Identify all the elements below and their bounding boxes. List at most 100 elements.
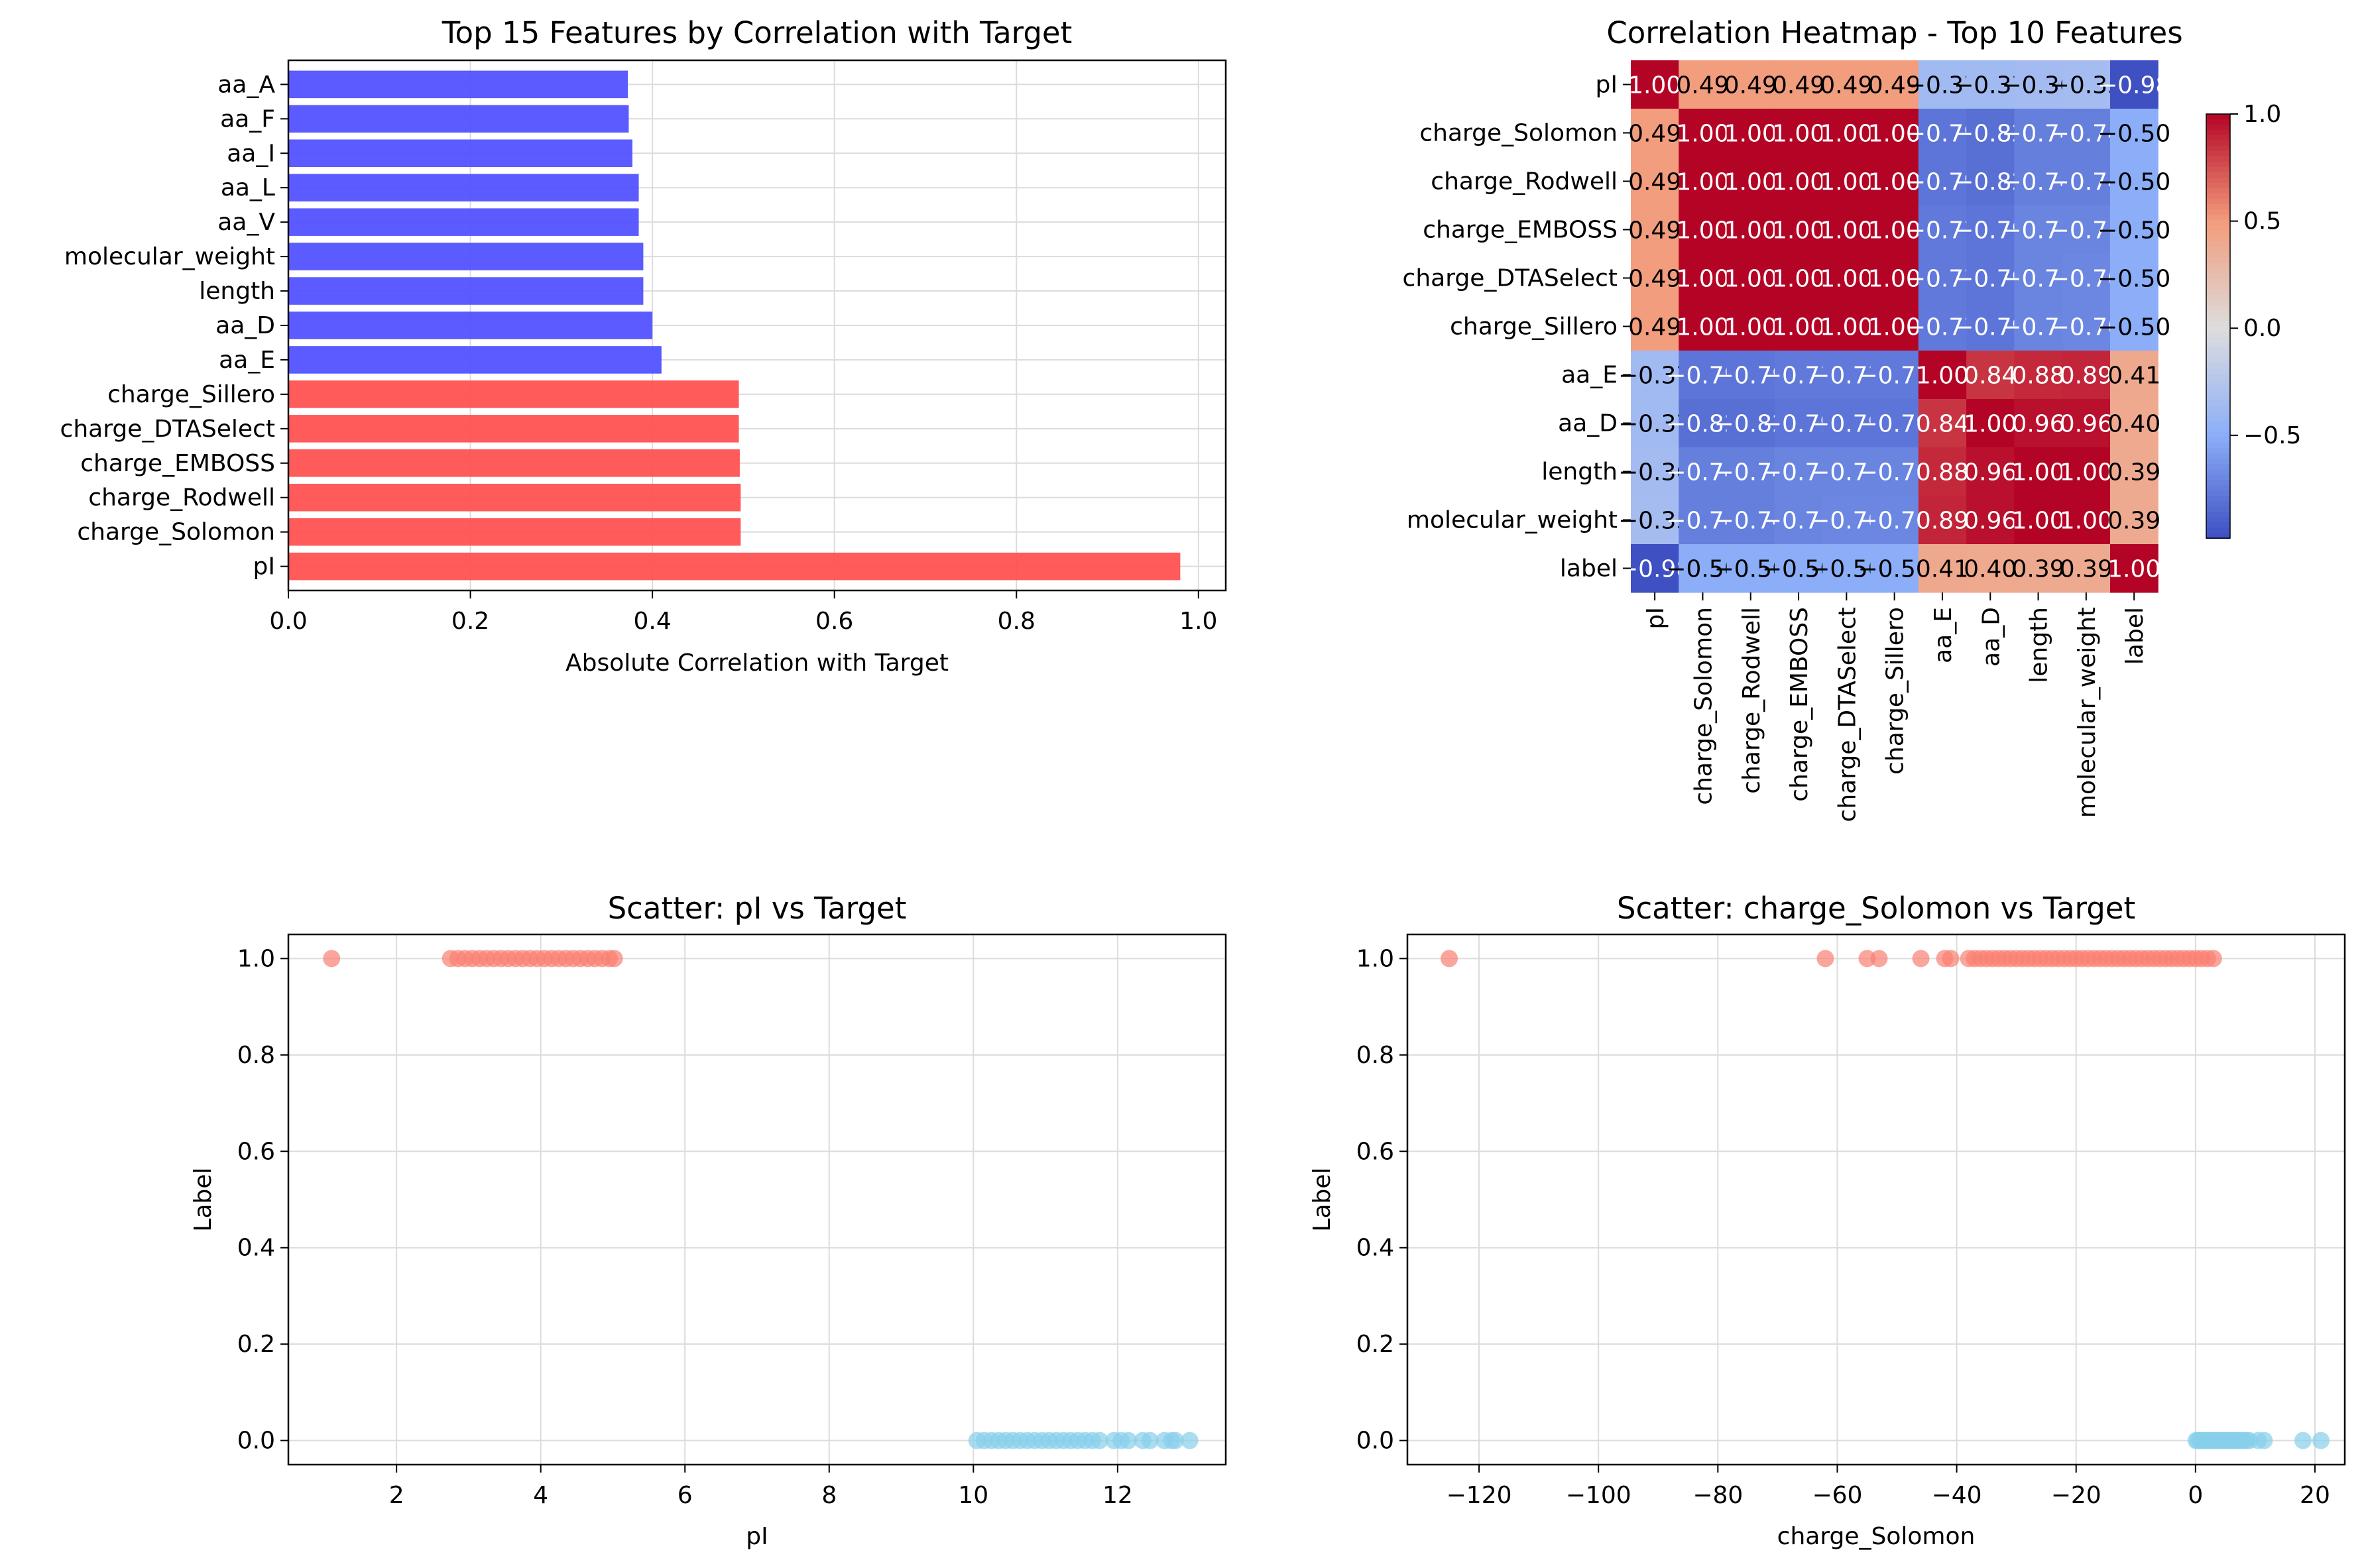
heat-cell-value: 1.00 [1676,314,1729,341]
bar-charge_DTASelect [288,415,739,443]
scatter-pi-point-label-0 [1166,1431,1184,1449]
heat-cell [1726,109,1775,158]
heat-cell [1918,254,1967,303]
heat-cell [2062,109,2111,158]
heat-cell [2110,447,2159,496]
scatter-pi-x-tick-label: 10 [958,1482,988,1509]
scatter-charge-point-label-0 [2312,1431,2330,1449]
heat-cell [1679,254,1728,303]
heat-cell [1774,496,1823,545]
heat-cell-value: 0.49 [1676,72,1729,99]
bar-y-tick-label: aa_V [217,209,275,236]
heat-cell-value: 1.00 [1724,314,1777,341]
scatter-charge-point-label-1 [1912,950,1930,968]
heat-cell-value: 1.00 [1772,121,1825,148]
heat-cell [1870,496,1919,545]
heat-cell-value: 0.49 [1628,121,1681,148]
heat-cell-value: 1.00 [1820,169,1873,196]
colorbar-tick-label: 0.5 [2243,208,2281,235]
colorbar-segment [2206,225,2230,231]
colorbar-segment [2206,278,2230,284]
bar-aa_E [288,346,662,374]
heat-cell [1918,544,1967,593]
heat-col-label: charge_Sillero [1882,607,1909,775]
heat-cell-value: 1.00 [1772,314,1825,341]
heat-cell-value: 0.49 [1628,217,1681,245]
scatter-charge-frame [1406,933,2346,1466]
colorbar-segment [2206,151,2230,157]
scatter-charge-y-tick-label: 1.0 [1356,945,1394,972]
heat-cell-value: 1.00 [2011,508,2064,535]
heat-cell [1774,447,1823,496]
bar-length [288,277,644,305]
bar-aa_V [288,208,639,236]
heat-cell [1966,60,2015,109]
heat-col-label: charge_EMBOSS [1786,607,1813,802]
colorbar-segment [2206,443,2230,449]
heat-cell [2062,351,2111,400]
colorbar-segment [2206,236,2230,242]
heat-cell-value: 0.39 [2107,508,2160,535]
heat-row-label: charge_Solomon [1419,120,1618,147]
colorbar-segment [2206,331,2230,337]
scatter-charge-point-label-1 [1942,950,1960,968]
heat-cell-value: 0.88 [1916,459,1969,486]
heat-cell-value: −0.50 [2098,169,2170,196]
bar-molecular_weight [288,243,644,270]
heat-cell [1870,254,1919,303]
bar-y-tick-label: aa_F [220,105,275,133]
heat-col-label: length [2026,607,2053,683]
heat-cell-value: 0.40 [2107,411,2160,438]
heat-cell-value: −0.50 [2098,314,2170,341]
scatter-pi-title: Scatter: pI vs Target [608,891,907,926]
heat-cell [1870,351,1919,400]
heat-cell [2014,254,2063,303]
heat-cell [2110,157,2159,206]
scatter-charge-panel: Scatter: charge_Solomon vs Target −120 −1… [1309,891,2346,1550]
colorbar-segment [2206,241,2230,247]
colorbar-segment [2206,252,2230,258]
heat-cell [1631,447,1679,496]
scatter-charge-x-tick-label: −40 [1932,1482,1982,1509]
colorbar-segment [2206,178,2230,184]
scatter-charge-x-tick-label: −120 [1447,1482,1512,1509]
scatter-charge-y-tick-label: 0.6 [1356,1138,1394,1165]
colorbar-segment [2206,421,2230,427]
colorbar-segment [2206,294,2230,300]
heat-cell [1774,60,1823,109]
heat-cell-value: 0.49 [1628,169,1681,196]
heat-cell [1966,496,2015,545]
bar-y-tick-label: aa_D [215,312,275,339]
heat-col-label: charge_Rodwell [1738,607,1765,794]
scatter-charge-points [1441,950,2330,1449]
heat-cell [1774,157,1823,206]
scatter-pi-x-tick-label: 6 [678,1482,693,1509]
heat-cell-value: 1.00 [1724,121,1777,148]
heat-cell [2014,351,2063,400]
scatter-charge-point-label-0 [2294,1431,2312,1449]
heat-col-label: pI [1642,607,1669,629]
heat-cell [1966,447,2015,496]
colorbar-segment [2206,384,2230,390]
heat-row-label: pI [1596,72,1618,99]
colorbar-segment [2206,347,2230,353]
heat-row-label: molecular_weight [1407,507,1618,534]
heat-cell-value: 0.89 [1916,508,1969,535]
heat-cell [1631,544,1679,593]
heat-cell-value: 0.49 [1772,72,1825,99]
heat-col-label: charge_DTASelect [1834,607,1861,822]
scatter-pi-grid [288,934,1226,1465]
heat-cell-value: 1.00 [1628,72,1681,99]
heat-col-label: charge_Solomon [1690,607,1717,805]
bar-x-tick-label: 1.0 [1179,608,1217,635]
heat-cell [1726,447,1775,496]
heat-cell-value: 1.00 [2060,459,2113,486]
heat-cell [1822,205,1871,254]
heat-cell [2110,302,2159,351]
scatter-charge-x-tick-label: −100 [1566,1482,1631,1509]
heat-cell [1918,302,1967,351]
heat-cell [1918,157,1967,206]
heat-cell [1822,351,1871,400]
heat-cell [1631,254,1679,303]
colorbar-frame [2206,113,2231,539]
